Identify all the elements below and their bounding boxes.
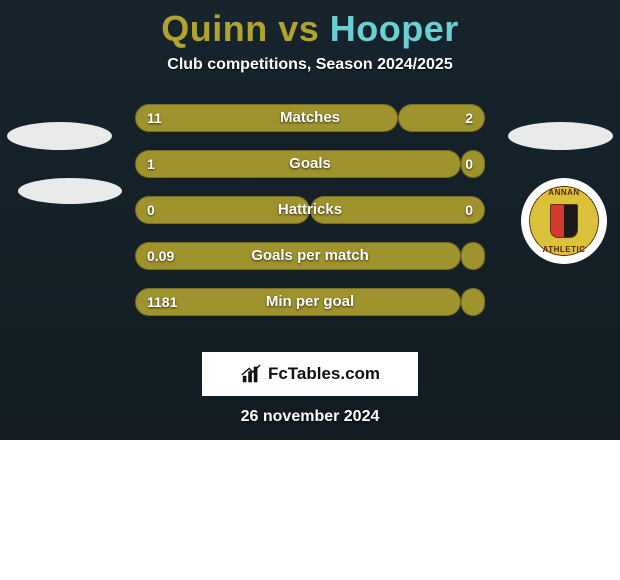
title-player-right: Hooper [330, 8, 459, 49]
stat-bar-left [135, 242, 461, 270]
player-left-photo-bottom [18, 178, 122, 204]
subtitle: Club competitions, Season 2024/2025 [0, 56, 620, 74]
stat-row: 112Matches [135, 98, 485, 138]
stat-bar-right [461, 150, 486, 178]
stat-bar-right [310, 196, 485, 224]
stat-bars: 112Matches 10Goals 00Hattricks 0.09Goals pe… [135, 98, 485, 322]
player-right-photo [508, 122, 613, 150]
club-badge-inner: ANNAN ATHLETIC [529, 186, 599, 256]
stat-bar-left [135, 288, 461, 316]
stat-row: 10Goals [135, 144, 485, 184]
stat-row: 0.09Goals per match [135, 236, 485, 276]
title-player-left: Quinn [161, 8, 267, 49]
footer-brand[interactable]: FcTables.com [202, 352, 418, 396]
shield-icon [550, 204, 578, 238]
stat-row: 1181Min per goal [135, 282, 485, 322]
stat-bar-right [461, 242, 486, 270]
stat-bar-right [461, 288, 486, 316]
stat-row: 00Hattricks [135, 190, 485, 230]
page-title: Quinn vs Hooper [0, 0, 620, 50]
comparison-panel: Quinn vs Hooper Club competitions, Seaso… [0, 0, 620, 440]
club-badge: ANNAN ATHLETIC [521, 178, 607, 264]
player-left-photo-top [7, 122, 112, 150]
stat-bar-left [135, 150, 461, 178]
title-vs: vs [278, 8, 319, 49]
stat-bar-left [135, 104, 398, 132]
barchart-icon [240, 363, 262, 385]
stat-bar-left [135, 196, 310, 224]
date: 26 november 2024 [0, 408, 620, 426]
stat-bar-right [398, 104, 486, 132]
footer-brand-text: FcTables.com [268, 364, 380, 384]
badge-text-bottom: ATHLETIC [529, 245, 599, 254]
badge-text-top: ANNAN [529, 188, 599, 197]
